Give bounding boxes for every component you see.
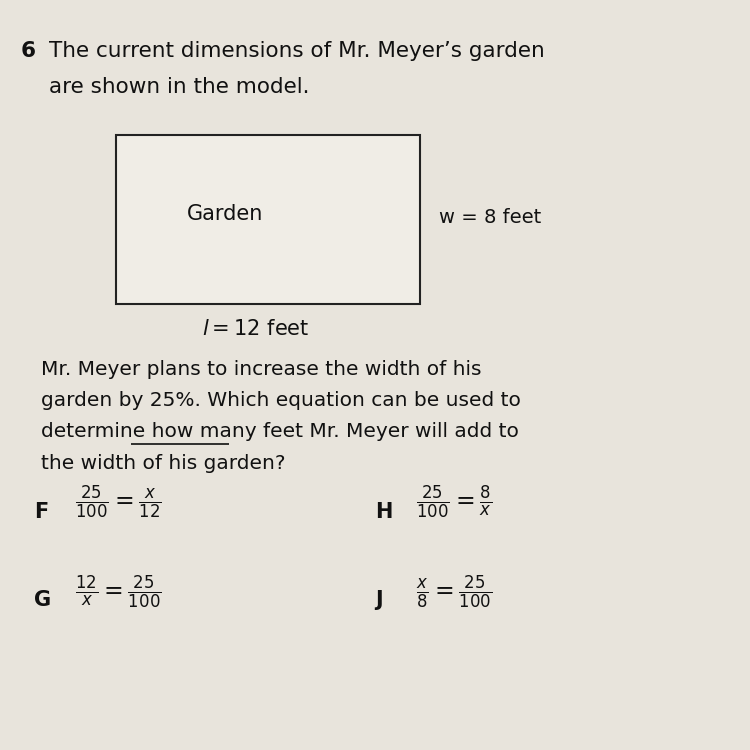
Text: $\frac{25}{100} = \frac{8}{x}$: $\frac{25}{100} = \frac{8}{x}$ xyxy=(416,484,492,521)
Text: Mr. Meyer plans to increase the width of his: Mr. Meyer plans to increase the width of… xyxy=(41,360,482,379)
Text: H: H xyxy=(375,502,392,521)
Text: G: G xyxy=(34,590,51,610)
Text: $\frac{x}{8} = \frac{25}{100}$: $\frac{x}{8} = \frac{25}{100}$ xyxy=(416,574,493,611)
Text: J: J xyxy=(375,590,382,610)
Text: $\frac{25}{100} = \frac{x}{12}$: $\frac{25}{100} = \frac{x}{12}$ xyxy=(75,484,161,521)
Text: w = 8 feet: w = 8 feet xyxy=(439,208,541,227)
Text: determine how many feet Mr. Meyer will add to: determine how many feet Mr. Meyer will a… xyxy=(41,422,519,441)
Text: Garden: Garden xyxy=(187,204,263,224)
Text: are shown in the model.: are shown in the model. xyxy=(49,77,309,98)
Text: F: F xyxy=(34,502,48,521)
Text: the width of his garden?: the width of his garden? xyxy=(41,454,286,472)
Text: $l = 12\ \mathrm{feet}$: $l = 12\ \mathrm{feet}$ xyxy=(202,319,310,339)
Text: garden by 25%. Which equation can be used to: garden by 25%. Which equation can be use… xyxy=(41,391,521,410)
Bar xyxy=(116,135,420,304)
Text: The current dimensions of Mr. Meyer’s garden: The current dimensions of Mr. Meyer’s ga… xyxy=(49,41,544,62)
Text: 6: 6 xyxy=(21,41,36,62)
Text: $\frac{12}{x} = \frac{25}{100}$: $\frac{12}{x} = \frac{25}{100}$ xyxy=(75,574,161,611)
